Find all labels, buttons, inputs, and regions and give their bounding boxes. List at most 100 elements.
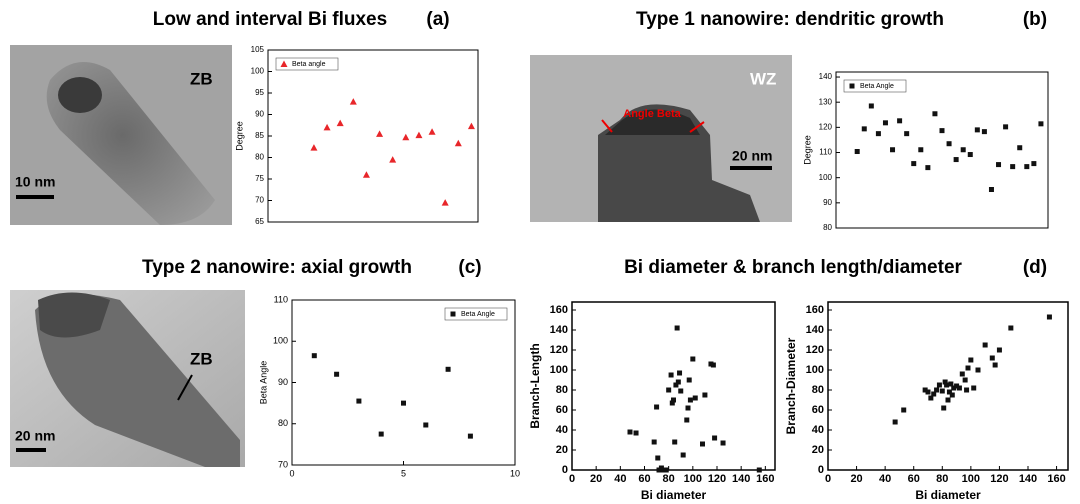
point <box>673 382 679 388</box>
y-tick-label: 110 <box>274 294 288 304</box>
point <box>1003 124 1009 130</box>
point <box>1017 145 1023 151</box>
point <box>901 407 907 413</box>
legend-marker <box>849 83 855 89</box>
legend-label: Beta Angle <box>461 311 495 318</box>
point <box>700 441 705 447</box>
point <box>402 133 410 141</box>
x-tick-label: 40 <box>614 473 626 485</box>
y-tick-label: 80 <box>278 418 288 428</box>
point <box>890 147 896 153</box>
y-tick-label: 90 <box>823 198 832 207</box>
point <box>702 392 708 398</box>
point <box>971 385 977 391</box>
x-tick-label: 40 <box>879 473 891 485</box>
point <box>671 397 676 403</box>
point <box>349 98 357 105</box>
panel-title: Low and interval Bi fluxes <box>153 9 387 30</box>
point <box>949 392 955 398</box>
plot-frame <box>267 49 479 223</box>
x-tick-label: 0 <box>289 468 294 478</box>
point <box>1010 164 1016 170</box>
point <box>967 152 973 158</box>
point <box>684 417 690 423</box>
point <box>401 400 406 406</box>
point <box>982 342 988 348</box>
point <box>939 128 945 134</box>
y-tick-label: 100 <box>550 364 568 376</box>
tem-image-b <box>530 55 792 222</box>
x-axis-label: Bi diameter <box>915 488 981 502</box>
y-tick-label: 0 <box>562 464 568 476</box>
point <box>633 430 639 436</box>
y-tick-label: 80 <box>823 223 832 232</box>
x-tick-label: 100 <box>962 473 980 485</box>
point <box>663 467 669 473</box>
y-tick-label: 90 <box>278 377 288 387</box>
point <box>692 395 698 401</box>
point <box>651 439 657 445</box>
y-tick-label: 40 <box>812 424 824 436</box>
y-tick-label: 40 <box>556 424 568 436</box>
panel-title: Bi diameter & branch length/diameter <box>624 257 962 278</box>
point <box>674 325 680 331</box>
scale-label: 20 nm <box>15 428 55 444</box>
legend-box <box>444 307 508 321</box>
point <box>974 127 980 133</box>
y-tick-label: 100 <box>273 336 288 346</box>
image-label: ZB <box>190 349 213 368</box>
point <box>965 365 971 371</box>
x-tick-label: 10 <box>510 468 520 478</box>
point <box>677 370 683 376</box>
point <box>666 387 672 393</box>
point <box>854 149 860 155</box>
point <box>1008 325 1014 331</box>
point <box>981 129 987 135</box>
y-axis-label: Branch-Length <box>528 343 542 428</box>
y-tick-label: 160 <box>806 304 824 316</box>
plot-frame <box>571 301 776 471</box>
point <box>948 381 954 387</box>
x-tick-label: 120 <box>708 473 726 485</box>
point <box>868 103 874 109</box>
plot-frame <box>291 299 516 466</box>
point <box>672 439 678 445</box>
y-axis-label: Degree <box>234 121 244 151</box>
panel-tag: (d) <box>1023 257 1047 278</box>
scale-label: 20 nm <box>732 148 772 164</box>
tem-image-c <box>10 290 245 467</box>
y-tick-label: 160 <box>550 304 568 316</box>
y-tick-label: 60 <box>812 404 824 416</box>
point <box>323 123 331 131</box>
point <box>756 467 762 473</box>
x-tick-label: 160 <box>1047 473 1065 485</box>
point <box>939 388 945 394</box>
point <box>959 371 965 377</box>
y-axis-label: Degree <box>802 135 812 165</box>
point <box>861 126 867 132</box>
legend-box <box>275 57 339 71</box>
point <box>668 372 674 378</box>
point <box>964 387 970 393</box>
point <box>946 141 952 147</box>
point <box>654 404 660 410</box>
x-tick-label: 5 <box>401 468 406 478</box>
legend-label: Beta Angle <box>860 83 894 90</box>
y-tick-label: 100 <box>251 67 265 76</box>
y-tick-label: 140 <box>819 72 833 81</box>
point <box>904 131 910 137</box>
point <box>423 422 429 428</box>
point <box>362 171 370 178</box>
x-tick-label: 140 <box>1019 473 1037 485</box>
point <box>956 385 962 391</box>
point <box>675 379 681 385</box>
y-tick-label: 120 <box>550 344 568 356</box>
x-tick-label: 60 <box>908 473 920 485</box>
point <box>988 187 994 193</box>
y-tick-label: 105 <box>251 45 265 54</box>
plot-frame <box>827 301 1069 471</box>
point <box>415 131 423 139</box>
point <box>960 147 966 153</box>
x-tick-label: 140 <box>732 473 750 485</box>
y-tick-label: 90 <box>255 110 264 119</box>
